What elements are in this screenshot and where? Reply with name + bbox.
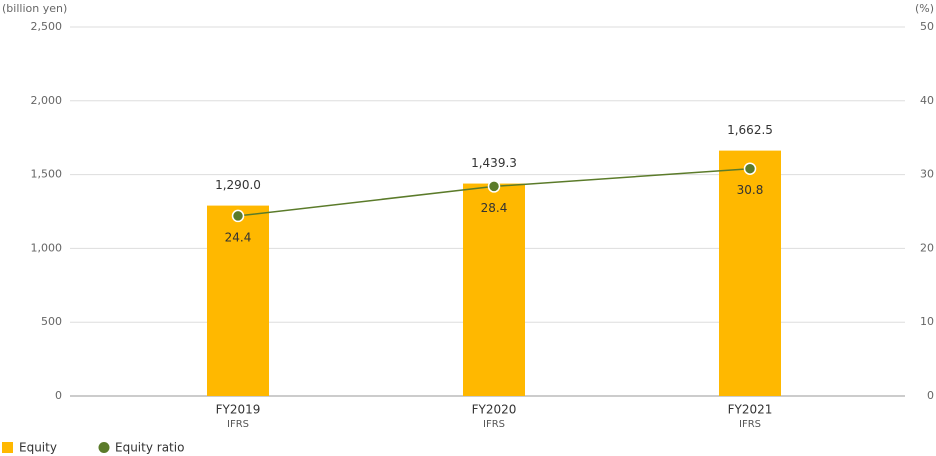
line-point [487,180,501,193]
y-tick-label: 500 [41,315,62,328]
y-axis-label: (billion yen) [2,2,67,15]
y-tick-label: 0 [55,389,62,402]
y2-tick-label: 50 [920,20,934,33]
y2-tick-label: 30 [920,168,934,181]
x-tick-label: FY2019 [216,403,261,417]
y-tick-label: 1,500 [31,168,63,181]
y-tick-label: 2,000 [31,94,63,107]
y2-tick-label: 10 [920,315,934,328]
legend-label: Equity [19,441,57,455]
x-tick-sublabel: IFRS [739,419,761,430]
line-value-label: 28.4 [481,201,508,215]
bar [207,205,269,396]
line-value-label: 30.8 [737,183,764,197]
line-point [231,209,245,223]
legend-swatch [98,442,110,453]
y2-tick-label: 40 [920,94,934,107]
bar [719,150,781,396]
bar-value-label: 1,662.5 [727,123,773,137]
bar-value-label: 1,439.3 [471,156,517,170]
y-tick-label: 2,500 [31,20,63,33]
bar-value-label: 1,290.0 [215,178,261,192]
legend-label: Equity ratio [115,441,184,455]
y-tick-label: 1,000 [31,241,63,254]
legend-swatch [2,442,13,453]
line-value-label: 24.4 [225,230,252,244]
y2-tick-label: 20 [920,241,934,254]
x-tick-sublabel: IFRS [483,419,505,430]
y2-tick-label: 0 [927,389,934,402]
line-point [743,162,757,175]
x-tick-label: FY2021 [728,403,773,417]
x-tick-label: FY2020 [472,403,517,417]
x-tick-sublabel: IFRS [227,419,249,430]
bar [463,183,525,396]
y2-axis-label: (%) [915,2,934,15]
